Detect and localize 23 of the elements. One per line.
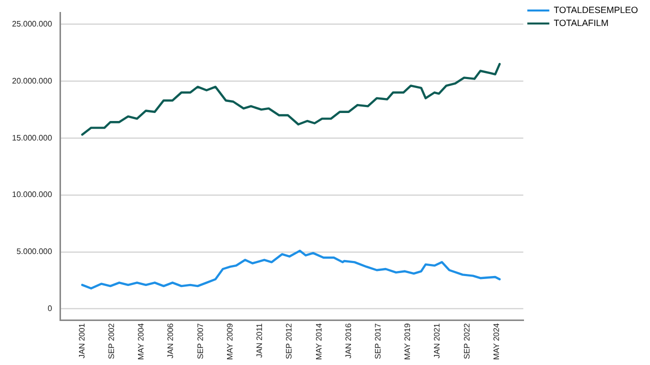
x-tick-label: JAN 2021 bbox=[432, 322, 442, 358]
x-tick-label: SEP 2007 bbox=[196, 322, 205, 360]
x-tick-label: MAY 2014 bbox=[314, 322, 324, 360]
x-tick-label: JAN 2016 bbox=[344, 322, 353, 358]
y-tick-label: 0 bbox=[48, 304, 53, 314]
x-tick-label: SEP 2002 bbox=[107, 322, 116, 360]
y-tick-label: 25.000.000 bbox=[12, 19, 53, 28]
x-tick-label: JAN 2011 bbox=[255, 322, 264, 358]
x-tick-label: MAY 2019 bbox=[403, 322, 412, 360]
y-tick-label: 5.000.000 bbox=[16, 247, 53, 256]
legend-label: TOTALAFILM bbox=[554, 18, 608, 28]
x-tick-label: MAY 2024 bbox=[492, 322, 501, 360]
x-tick-label: JAN 2001 bbox=[77, 322, 86, 358]
x-tick-label: MAY 2004 bbox=[136, 322, 146, 360]
x-tick-label: JAN 2006 bbox=[166, 322, 176, 358]
y-tick-label: 10.000.000 bbox=[12, 190, 53, 200]
x-tick-label: SEP 2022 bbox=[462, 322, 472, 360]
legend-label: TOTALDESEMPLEO bbox=[554, 4, 638, 15]
x-tick-label: MAY 2009 bbox=[225, 322, 234, 360]
x-tick-label: SEP 2017 bbox=[373, 322, 382, 360]
x-tick-label: SEP 2012 bbox=[284, 322, 294, 360]
y-tick-label: 20.000.000 bbox=[12, 76, 53, 86]
y-tick-label: 15.000.000 bbox=[12, 133, 53, 142]
